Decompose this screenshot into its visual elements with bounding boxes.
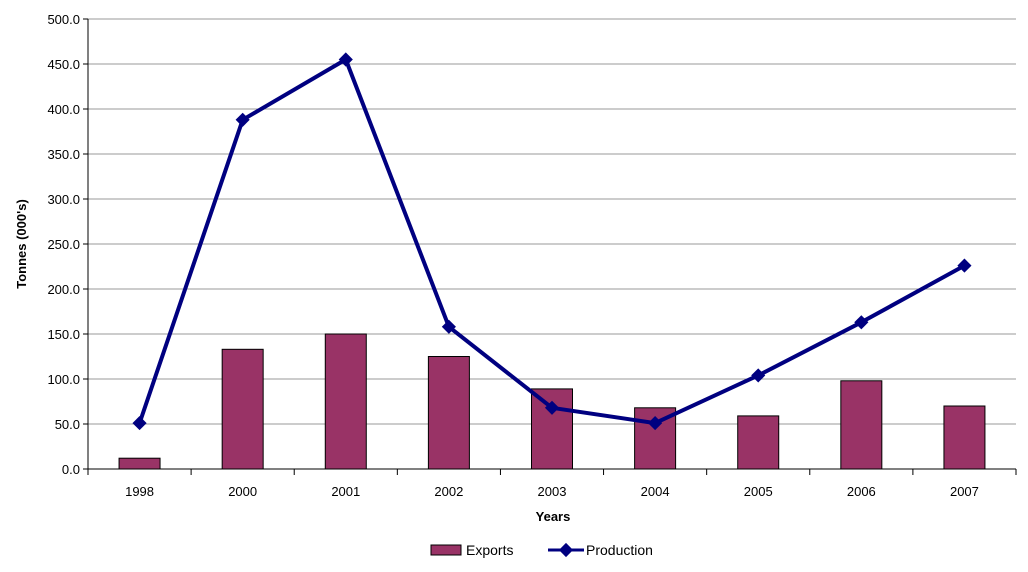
point-production-2003: [544, 400, 560, 415]
legend-swatch-exports: [430, 544, 462, 556]
x-tick-label: 2002: [434, 484, 463, 499]
legend-label-production: Production: [586, 542, 653, 558]
x-tick-label: 2001: [331, 484, 360, 499]
x-tick-label: 2007: [950, 484, 979, 499]
point-production-2002: [441, 319, 456, 334]
legend-marker-production: [558, 542, 574, 558]
bar-exports-2002: [427, 356, 470, 470]
x-tick-label: 2003: [538, 484, 567, 499]
point-production-2004: [648, 416, 663, 431]
y-axis-title: Tonnes (000's): [14, 199, 29, 289]
point-production-2006: [854, 315, 869, 330]
x-tick-label: 2004: [641, 484, 670, 499]
point-production-2007: [957, 258, 972, 273]
legend-label-exports: Exports: [466, 542, 513, 558]
point-production-2005: [751, 368, 766, 383]
y-tick-label: 350.0: [47, 147, 80, 162]
x-tick-label: 2000: [228, 484, 257, 499]
y-tick-label: 400.0: [47, 102, 80, 117]
bar-exports-2005: [737, 415, 780, 470]
y-tick-label: 300.0: [47, 192, 80, 207]
point-production-2001: [338, 52, 353, 67]
y-tick-label: 250.0: [47, 237, 80, 252]
legend: Exports Production: [430, 542, 653, 558]
y-tick-label: 500.0: [47, 12, 80, 27]
bar-exports-2006: [840, 380, 883, 470]
point-production-1998: [132, 416, 147, 431]
bar-exports-2007: [943, 405, 986, 470]
y-tick-label: 450.0: [47, 57, 80, 72]
y-tick-label: 50.0: [55, 417, 80, 432]
bar-exports-2001: [324, 333, 367, 470]
y-tick-label: 150.0: [47, 327, 80, 342]
bar-exports-1998: [118, 457, 161, 470]
x-tick-label: 1998: [125, 484, 154, 499]
x-axis-title: Years: [536, 509, 571, 524]
bar-exports-2000: [221, 348, 264, 470]
y-tick-label: 0.0: [62, 462, 80, 477]
y-tick-label: 100.0: [47, 372, 80, 387]
x-tick-label: 2006: [847, 484, 876, 499]
x-tick-label: 2005: [744, 484, 773, 499]
y-tick-label: 200.0: [47, 282, 80, 297]
